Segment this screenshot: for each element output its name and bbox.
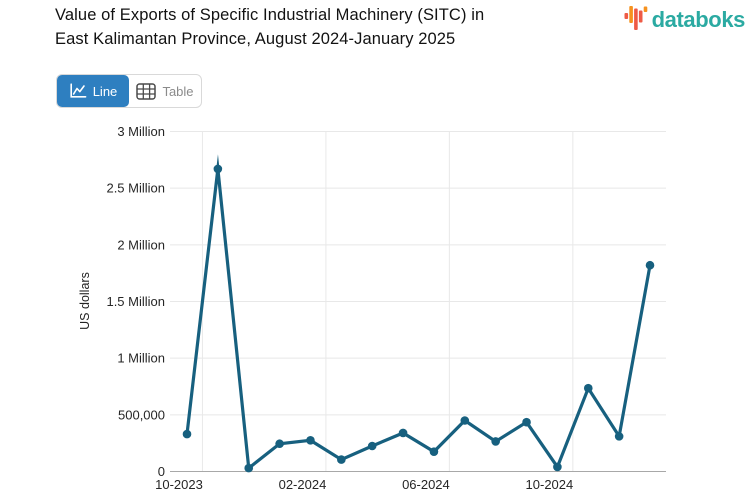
line-button-label: Line xyxy=(92,83,118,99)
data-point[interactable] xyxy=(213,164,223,174)
data-point[interactable] xyxy=(583,383,593,393)
data-point[interactable] xyxy=(491,437,500,446)
table-grid-icon xyxy=(136,82,157,100)
databoks-logo-text: databoks xyxy=(651,7,746,32)
data-point[interactable] xyxy=(182,429,192,439)
chart-title: Value of Exports of Specific Industrial … xyxy=(55,4,575,51)
data-point[interactable] xyxy=(367,441,377,451)
data-point[interactable] xyxy=(244,463,254,473)
data-point[interactable] xyxy=(275,439,284,449)
table-button-label: Table xyxy=(162,83,194,99)
y-tick-label: 3 Million xyxy=(117,124,165,139)
data-point[interactable] xyxy=(429,447,439,456)
data-point[interactable] xyxy=(553,462,562,472)
data-point[interactable] xyxy=(398,428,408,438)
y-tick-label: 1.5 Million xyxy=(106,294,165,309)
chart-series-line[interactable] xyxy=(185,154,652,472)
y-tick-label: 500,000 xyxy=(118,407,165,422)
table-view-button[interactable]: Table xyxy=(129,75,201,107)
line-chart[interactable]: 0 500,000 1 Million 1.5 Million 2 Million 2.5… xyxy=(0,118,753,498)
data-point[interactable] xyxy=(306,436,315,445)
y-tick-label: 0 xyxy=(158,464,165,479)
chart-view-toggle: Line Table xyxy=(56,74,202,108)
x-tick-label: 10-2024 xyxy=(526,477,574,492)
y-tick-label: 2 Million xyxy=(117,237,165,252)
y-axis-title: US dollars xyxy=(78,272,92,330)
x-tick-label: 06-2024 xyxy=(402,477,450,492)
line-view-button[interactable]: Line xyxy=(57,75,129,107)
data-point[interactable] xyxy=(614,432,624,441)
x-tick-label: 10-2023 xyxy=(155,477,203,492)
databoks-logo[interactable]: databoks xyxy=(624,6,745,33)
y-tick-label: 1 Million xyxy=(117,351,165,366)
databoks-bars-icon xyxy=(624,6,647,30)
chart-title-line2: East Kalimantan Province, August 2024-Ja… xyxy=(55,29,456,48)
chart-title-line1: Value of Exports of Specific Industrial … xyxy=(55,6,485,24)
x-tick-label: 02-2024 xyxy=(279,477,327,492)
data-point[interactable] xyxy=(645,260,655,270)
data-point[interactable] xyxy=(460,416,470,425)
line-chart-icon xyxy=(70,83,87,98)
data-point[interactable] xyxy=(522,417,531,427)
y-tick-label: 2.5 Million xyxy=(106,181,165,196)
data-point[interactable] xyxy=(337,455,346,464)
